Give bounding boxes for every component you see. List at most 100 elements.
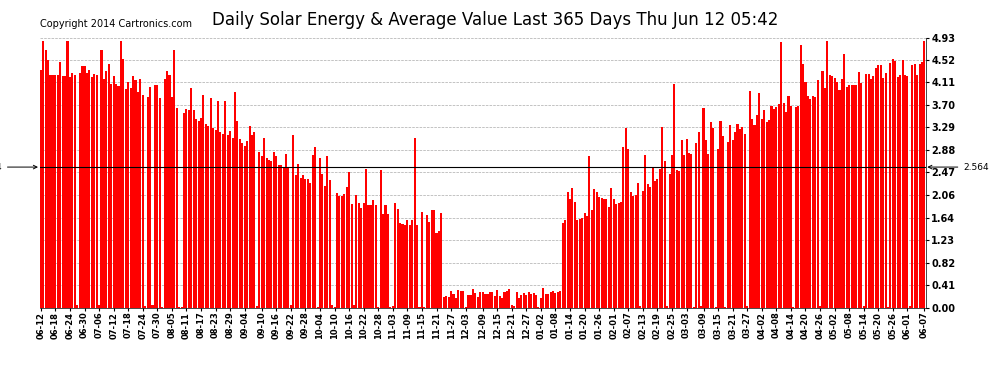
Bar — [814, 96, 816, 308]
Bar — [753, 125, 755, 308]
Bar — [596, 192, 598, 308]
Bar — [802, 63, 804, 308]
Bar — [426, 215, 428, 308]
Bar — [819, 306, 821, 308]
Bar — [394, 203, 396, 308]
Bar — [668, 174, 670, 308]
Bar — [807, 96, 809, 308]
Bar — [516, 292, 518, 308]
Bar — [630, 192, 632, 308]
Bar — [149, 87, 151, 308]
Bar — [375, 204, 377, 308]
Bar — [858, 72, 860, 308]
Bar — [372, 200, 374, 308]
Bar — [739, 129, 741, 308]
Bar — [705, 141, 707, 308]
Bar — [717, 148, 719, 308]
Bar — [841, 80, 842, 308]
Bar — [86, 73, 88, 308]
Bar — [367, 205, 369, 308]
Bar — [64, 76, 66, 307]
Bar — [569, 199, 571, 308]
Bar — [839, 90, 841, 308]
Bar — [166, 71, 168, 308]
Bar — [419, 307, 421, 308]
Bar — [554, 292, 556, 308]
Bar — [556, 292, 559, 308]
Bar — [703, 108, 705, 308]
Bar — [282, 168, 284, 308]
Bar — [685, 140, 688, 308]
Bar — [399, 223, 401, 308]
Bar — [108, 64, 110, 308]
Bar — [628, 149, 630, 308]
Bar — [748, 91, 750, 308]
Bar — [812, 96, 814, 308]
Bar — [882, 78, 884, 308]
Bar — [173, 50, 175, 308]
Bar — [273, 153, 275, 308]
Bar — [175, 108, 178, 308]
Bar — [540, 297, 542, 307]
Bar — [552, 291, 554, 308]
Bar — [447, 297, 449, 307]
Bar — [797, 106, 799, 307]
Bar — [751, 119, 753, 308]
Bar — [153, 86, 156, 308]
Bar — [247, 141, 248, 308]
Bar — [877, 65, 879, 308]
Bar — [163, 79, 165, 308]
Bar — [40, 70, 42, 308]
Bar — [625, 128, 627, 308]
Bar — [924, 41, 926, 308]
Bar — [523, 293, 525, 308]
Bar — [620, 202, 622, 308]
Bar — [263, 138, 265, 308]
Bar — [324, 186, 326, 308]
Bar — [909, 306, 911, 308]
Bar — [411, 220, 413, 308]
Bar — [884, 73, 887, 308]
Bar — [681, 140, 683, 308]
Bar — [215, 129, 217, 308]
Bar — [285, 154, 287, 308]
Bar — [183, 113, 185, 308]
Bar — [564, 220, 566, 308]
Bar — [346, 187, 347, 308]
Bar — [845, 87, 847, 308]
Bar — [601, 198, 603, 308]
Bar — [140, 79, 142, 308]
Bar — [48, 60, 50, 308]
Bar — [725, 307, 727, 308]
Bar — [479, 292, 481, 308]
Bar — [290, 305, 292, 308]
Bar — [100, 50, 103, 308]
Bar — [190, 88, 192, 308]
Bar — [671, 155, 673, 308]
Bar — [193, 110, 195, 308]
Bar — [232, 138, 234, 308]
Bar — [472, 289, 474, 308]
Bar — [588, 156, 590, 308]
Bar — [295, 175, 297, 308]
Bar — [188, 110, 190, 308]
Bar — [865, 74, 867, 308]
Bar — [688, 153, 690, 308]
Bar — [690, 153, 692, 308]
Bar — [459, 291, 461, 308]
Bar — [494, 296, 496, 307]
Bar — [586, 216, 588, 308]
Bar — [907, 76, 909, 307]
Bar — [848, 85, 850, 308]
Bar — [649, 187, 651, 308]
Bar — [336, 193, 338, 308]
Bar — [198, 121, 200, 308]
Bar — [656, 179, 658, 308]
Bar — [253, 132, 255, 308]
Bar — [379, 170, 382, 308]
Bar — [829, 75, 831, 307]
Bar — [239, 139, 241, 308]
Bar — [242, 143, 244, 308]
Bar — [348, 172, 350, 308]
Bar — [855, 85, 857, 308]
